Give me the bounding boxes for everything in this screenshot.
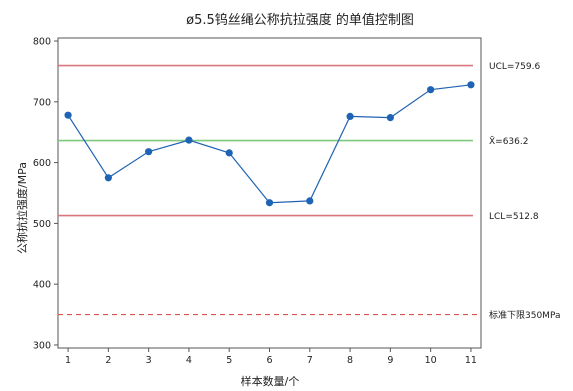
x-tick-label: 3 xyxy=(146,355,152,366)
y-axis-label: 公称抗拉强度/MPa xyxy=(15,162,29,254)
y-tick-label: 600 xyxy=(33,158,51,169)
y-tick-label: 700 xyxy=(33,97,51,108)
y-tick-label: 300 xyxy=(33,340,51,351)
data-point xyxy=(185,136,193,144)
x-tick-label: 8 xyxy=(347,355,353,366)
x-tick-label: 1 xyxy=(65,355,71,366)
data-point xyxy=(386,114,394,122)
data-point xyxy=(145,148,153,156)
data-point xyxy=(64,111,72,119)
data-point xyxy=(306,197,314,205)
data-point xyxy=(467,81,475,89)
y-tick-label: 500 xyxy=(33,219,51,230)
x-tick-label: 5 xyxy=(226,355,232,366)
x-tick-label: 6 xyxy=(266,355,272,366)
reference-line-label: X̄=636.2 xyxy=(489,135,528,147)
x-tick-label: 2 xyxy=(105,355,111,366)
data-point xyxy=(225,149,233,157)
x-axis-label: 样本数量/个 xyxy=(241,374,300,388)
x-tick-label: 11 xyxy=(465,355,477,366)
reference-line-label: 标准下限350MPa xyxy=(489,309,560,321)
data-point xyxy=(265,199,274,207)
x-tick-label: 4 xyxy=(186,355,192,366)
x-tick-label: 9 xyxy=(387,355,393,366)
x-tick-label: 7 xyxy=(307,355,313,366)
reference-line-label: LCL=512.8 xyxy=(489,212,539,222)
x-tick-label: 10 xyxy=(425,355,437,366)
data-point xyxy=(346,112,354,121)
data-point xyxy=(104,174,112,182)
y-tick-label: 800 xyxy=(33,37,51,48)
plot-frame xyxy=(57,37,482,349)
y-tick-label: 400 xyxy=(33,280,51,291)
series-line xyxy=(67,84,472,204)
data-point xyxy=(427,86,435,94)
chart-title: ø5.5钨丝绳公称抗拉强度 的单值控制图 xyxy=(186,12,414,28)
plot-area: 300 400 500 600 700 800 1 2 3 4 5 6 7 8 9 10 11 UCL=759.6… xyxy=(33,37,561,366)
reference-line-label: UCL=759.6 xyxy=(489,62,540,72)
